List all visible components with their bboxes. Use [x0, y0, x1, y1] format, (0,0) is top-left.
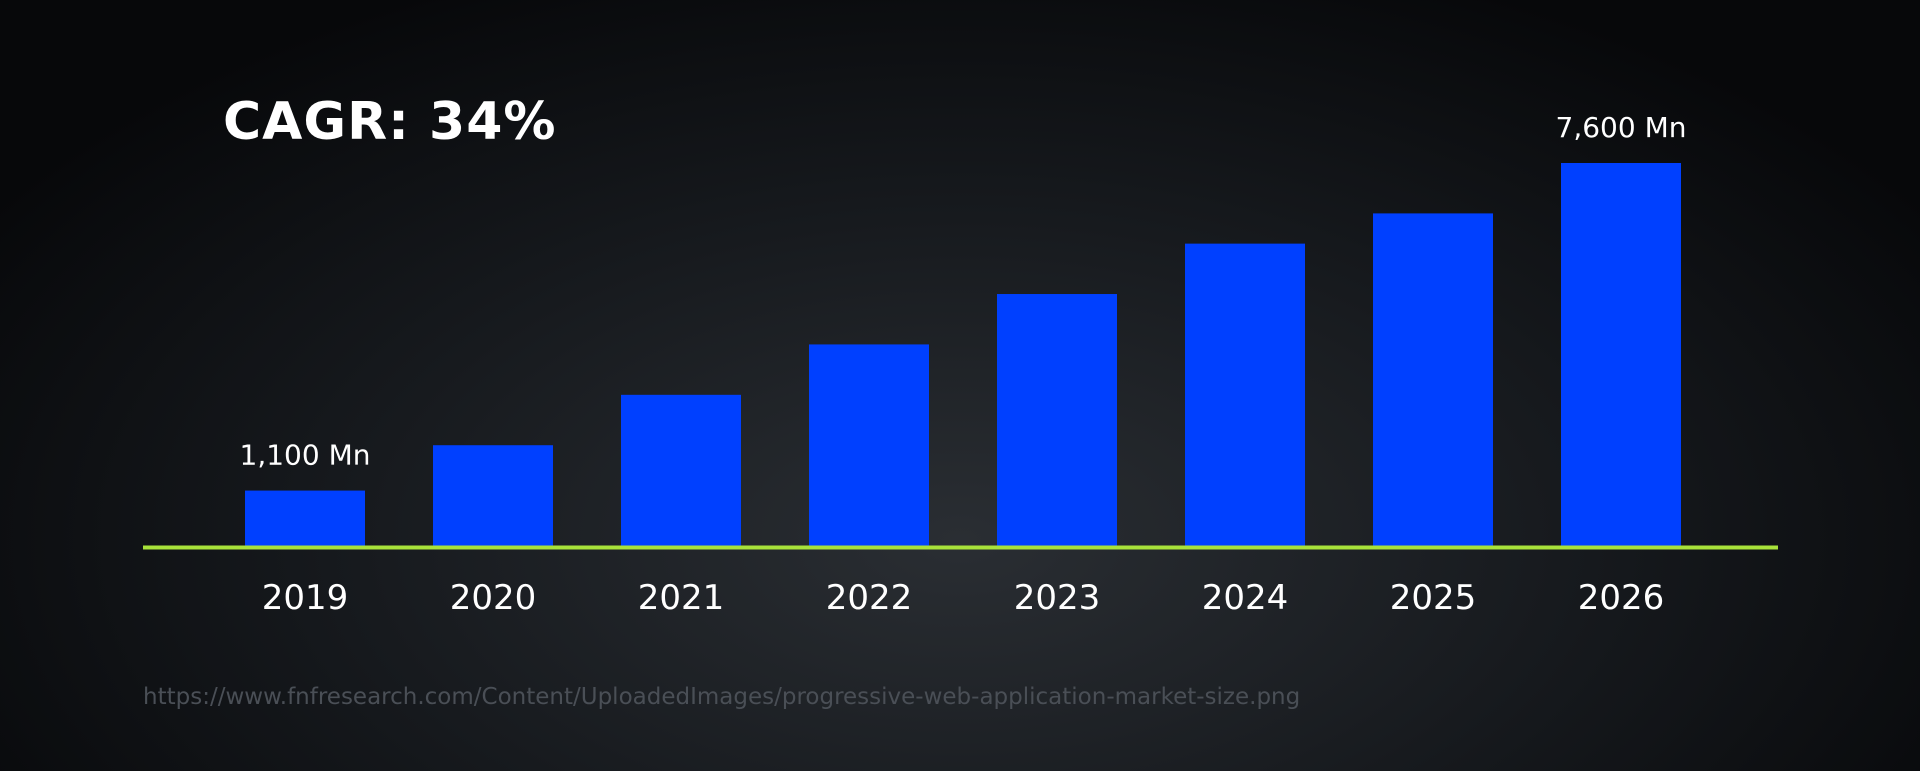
x-tick-label-2025: 2025 — [1390, 578, 1477, 618]
x-tick-label-2021: 2021 — [638, 578, 725, 618]
x-tick-labels: 2019 2020 2021 2022 2023 2024 2025 2026 — [262, 578, 1665, 618]
bar-2021 — [621, 394, 741, 546]
bars-group — [245, 163, 1681, 547]
bar-2020 — [433, 445, 553, 546]
x-tick-label-2026: 2026 — [1578, 578, 1665, 618]
x-tick-label-2022: 2022 — [826, 578, 913, 618]
bar-2022 — [809, 344, 929, 546]
x-tick-label-2020: 2020 — [450, 578, 537, 618]
bar-2019 — [245, 490, 365, 546]
chart-title: CAGR: 34% — [223, 92, 557, 152]
x-tick-label-2023: 2023 — [1014, 578, 1101, 618]
data-label-2019: 1,100 Mn — [240, 439, 371, 472]
bar-2025 — [1373, 213, 1493, 547]
x-tick-label-2019: 2019 — [262, 578, 349, 618]
source-url: https://www.fnfresearch.com/Content/Uplo… — [143, 684, 1301, 710]
data-label-2026: 7,600 Mn — [1556, 111, 1687, 144]
bar-2024 — [1185, 243, 1305, 546]
bar-2023 — [997, 294, 1117, 546]
bar-2026 — [1561, 163, 1681, 546]
data-labels: 1,100 Mn 7,600 Mn — [240, 111, 1687, 472]
x-tick-label-2024: 2024 — [1202, 578, 1289, 618]
